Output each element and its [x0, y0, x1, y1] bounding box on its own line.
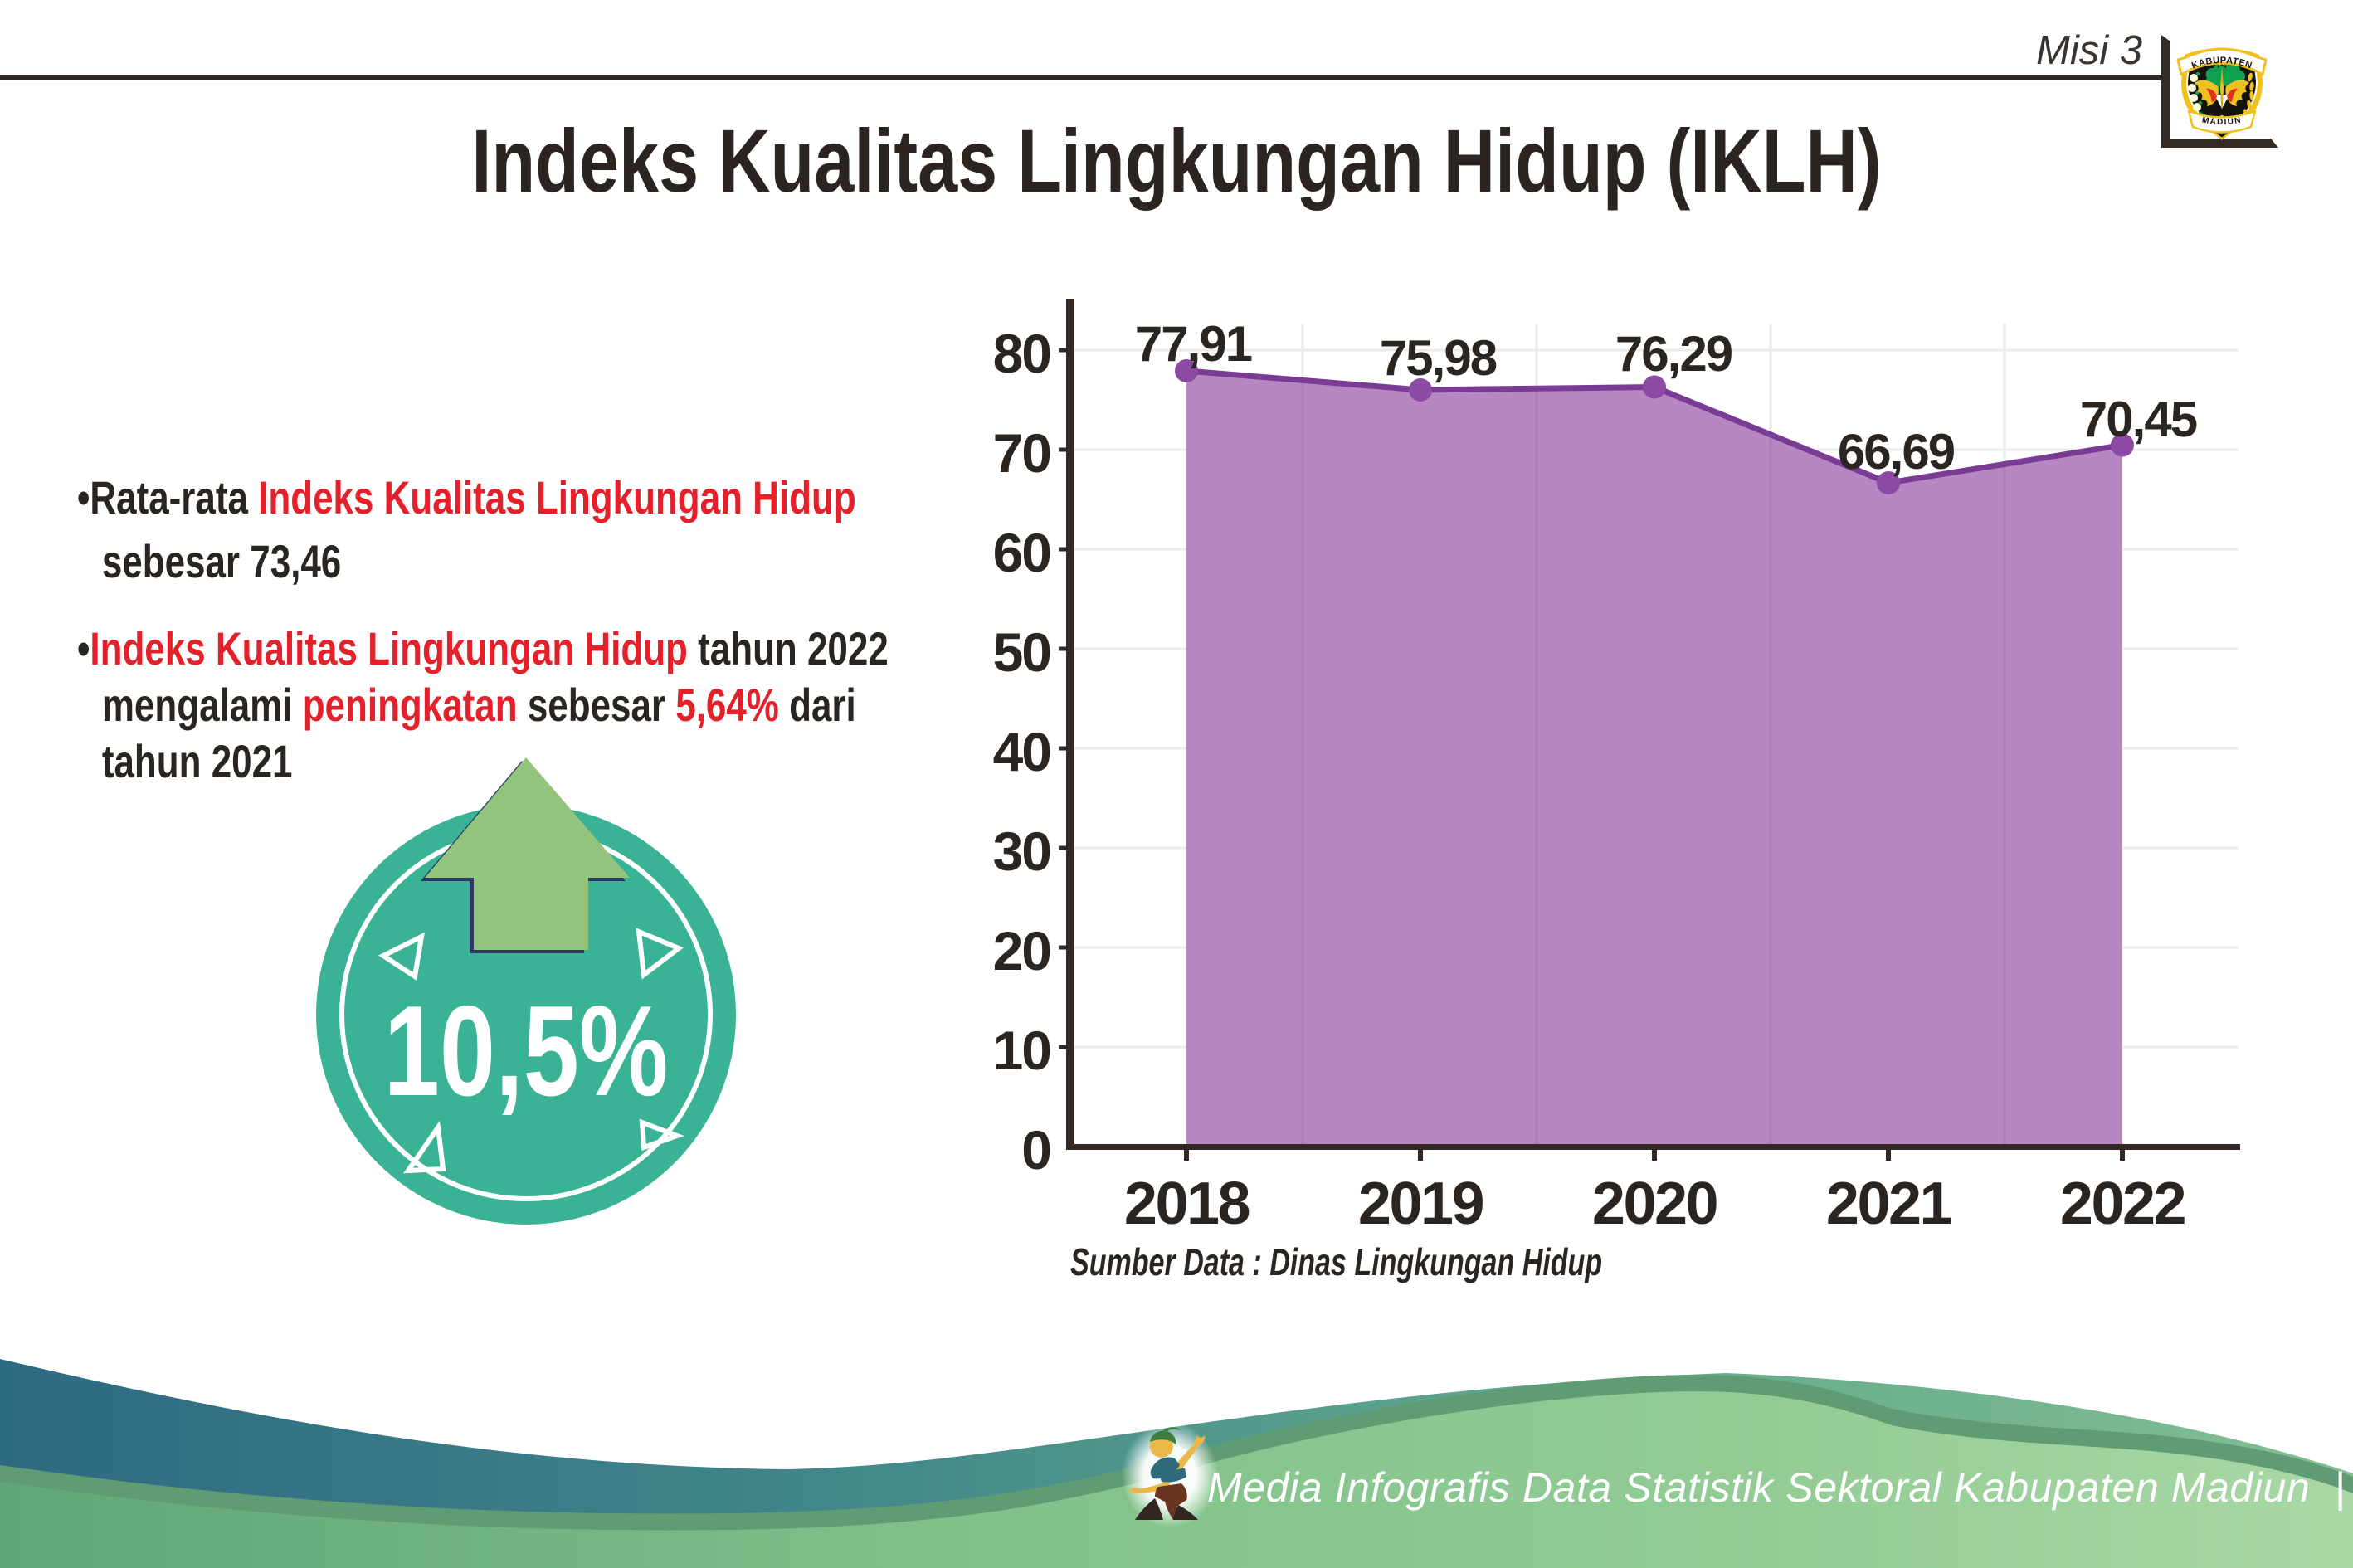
svg-text:KABUPATEN: KABUPATEN [2190, 56, 2253, 71]
svg-text:20: 20 [993, 920, 1050, 981]
svg-text:80: 80 [993, 323, 1050, 384]
svg-text:10: 10 [993, 1020, 1050, 1081]
svg-text:MADIUN: MADIUN [2201, 116, 2243, 128]
svg-text:60: 60 [993, 522, 1050, 583]
svg-text:10,5%: 10,5% [384, 980, 669, 1123]
svg-text:75,98: 75,98 [1380, 330, 1497, 386]
svg-text:66,69: 66,69 [1838, 424, 1955, 480]
svg-text:30: 30 [993, 821, 1050, 882]
svg-text:40: 40 [993, 721, 1050, 782]
svg-text:2018: 2018 [1124, 1171, 1250, 1237]
svg-text:2019: 2019 [1358, 1171, 1483, 1237]
svg-text:2020: 2020 [1592, 1171, 1717, 1237]
svg-text:2022: 2022 [2060, 1171, 2185, 1237]
svg-text:2021: 2021 [1826, 1171, 1952, 1237]
svg-text:Media Infografis Data Statisti: Media Infografis Data Statistik Sektoral… [1207, 1464, 2346, 1512]
svg-text:50: 50 [993, 621, 1050, 683]
svg-text:70,45: 70,45 [2080, 392, 2197, 447]
svg-text:77,91: 77,91 [1135, 316, 1252, 372]
svg-text:0: 0 [1021, 1119, 1050, 1181]
svg-text:76,29: 76,29 [1615, 326, 1732, 382]
svg-text:70: 70 [993, 422, 1050, 484]
